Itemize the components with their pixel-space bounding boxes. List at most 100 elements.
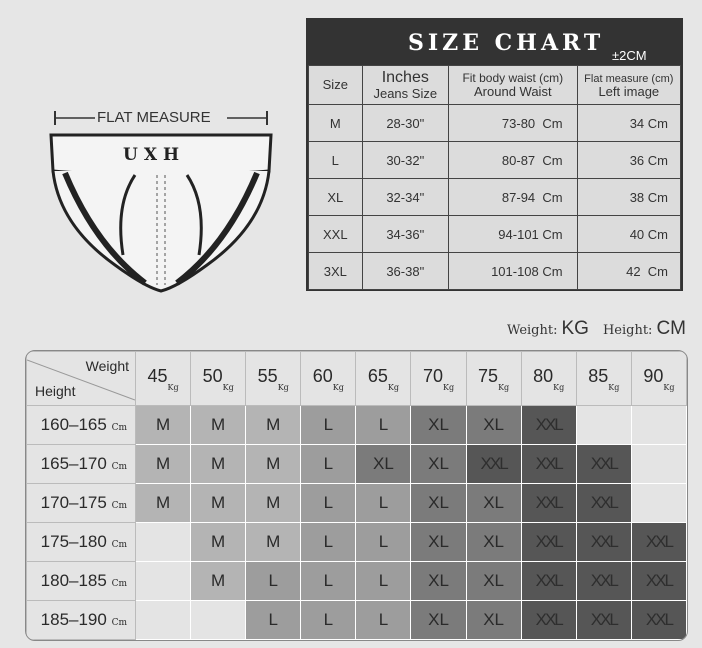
weight-unit: Kg (387, 382, 399, 392)
size-recommendation-cell: XXL (520, 405, 577, 445)
size-recommendation-cell: L (355, 600, 412, 640)
size-chart-row: L 30-32" 80-87 Cm 36 Cm (308, 141, 682, 179)
size-recommendation-cell: XXL (630, 600, 687, 640)
height-value: 160–165 (40, 415, 107, 434)
size-recommendation-cell: L (300, 522, 357, 562)
tolerance-label: ±2CM (612, 48, 647, 63)
size-recommendation-cell: XXL (575, 522, 632, 562)
size-recommendation-cell: M (134, 444, 192, 484)
height-label: 160–165 Cm (26, 405, 136, 445)
weight-value: 80 (533, 365, 554, 386)
size-recommendation-cell: M (190, 561, 247, 601)
size-recommendation-cell: M (190, 483, 247, 523)
height-value: 185–190 (40, 610, 107, 629)
size-chart-header: SIZE CHART ±2CM (308, 20, 681, 65)
waist-cell: 101-108 Cm (447, 252, 578, 290)
size-chart-title: SIZE CHART (408, 30, 605, 56)
size-recommendation-cell (630, 483, 687, 523)
grid-row: 185–190 Cm L L L XL XL XXL XXL XXL (26, 600, 687, 640)
size-recommendation-cell (134, 600, 192, 640)
height-value: 170–175 (40, 493, 107, 512)
size-recommendation-cell: L (355, 561, 412, 601)
size-recommendation-cell: XXL (520, 600, 577, 640)
size-chart-row: M 28-30" 73-80 Cm 34 Cm (308, 104, 682, 142)
size-chart-table: SIZE CHART ±2CM Size Inches Jeans Size Fi… (306, 18, 683, 291)
waist-cell: 87-94 Cm (447, 178, 578, 216)
size-recommendation-cell: XXL (630, 561, 687, 601)
size-recommendation-cell: XXL (575, 444, 632, 484)
flat-measure-label: FLAT MEASURE (97, 109, 211, 126)
height-value: 175–180 (40, 532, 107, 551)
height-unit: Cm (111, 540, 127, 550)
size-recommendation-cell: XL (465, 561, 522, 601)
weight-header: 65Kg (355, 351, 412, 406)
grid-row: 180–185 Cm M L L L XL XL XXL XXL XXL (26, 561, 687, 601)
weight-value: 55 (257, 365, 278, 386)
size-recommendation-cell: XL (410, 483, 467, 523)
size-chart-header-row: Size Inches Jeans Size Fit body waist (cm… (308, 65, 682, 105)
flat-cell: 42 Cm (576, 252, 682, 290)
size-recommendation-cell: XXL (520, 444, 577, 484)
height-unit: Cm (111, 462, 127, 472)
weight-unit: Kg (167, 382, 179, 392)
size-recommendation-cell (630, 405, 687, 445)
size-cell: XXL (308, 215, 363, 253)
grid-header-row: Weight Height 45Kg 50Kg 55Kg 60Kg 65Kg 70Kg 75… (26, 351, 687, 406)
weight-unit: Kg (222, 382, 234, 392)
header-inches: Inches Jeans Size (361, 65, 449, 105)
size-recommendation-cell: L (245, 600, 302, 640)
size-recommendation-cell (190, 600, 247, 640)
size-recommendation-cell: XXL (520, 522, 577, 562)
inches-cell: 28-30" (361, 104, 449, 142)
size-recommendation-cell (575, 405, 632, 445)
size-recommendation-cell: XL (410, 561, 467, 601)
size-recommendation-cell: XL (410, 600, 467, 640)
weight-header: 45Kg (134, 351, 192, 406)
size-recommendation-cell: M (134, 483, 192, 523)
size-recommendation-cell: L (300, 444, 357, 484)
height-unit: Cm (111, 423, 127, 433)
size-recommendation-cell: M (134, 405, 192, 445)
height-unit: Cm (111, 579, 127, 589)
size-recommendation-cell: M (245, 522, 302, 562)
height-label: 175–180 Cm (26, 522, 136, 562)
size-recommendation-cell: L (300, 483, 357, 523)
size-recommendation-cell: L (300, 600, 357, 640)
grid-row: 170–175 Cm M M M L L XL XL XXL XXL (26, 483, 687, 523)
grid-corner: Weight Height (26, 351, 136, 406)
size-cell: L (308, 141, 363, 179)
flat-cell: 38 Cm (576, 178, 682, 216)
size-recommendation-cell: M (190, 405, 247, 445)
weight-unit: Kg (277, 382, 289, 392)
height-label: 180–185 Cm (26, 561, 136, 601)
flat-cell: 40 Cm (576, 215, 682, 253)
weight-unit: Kg (498, 382, 510, 392)
size-recommendation-cell: XL (465, 600, 522, 640)
weight-value: 85 (588, 365, 609, 386)
weight-header: 70Kg (410, 351, 467, 406)
weight-value: 65 (367, 365, 388, 386)
inches-cell: 36-38" (361, 252, 449, 290)
weight-unit: Kg (608, 382, 620, 392)
height-label: 185–190 Cm (26, 600, 136, 640)
weight-value: 45 (147, 365, 168, 386)
size-recommendation-cell: XL (410, 405, 467, 445)
weight-value: 75 (478, 365, 499, 386)
weight-value: 90 (643, 365, 664, 386)
size-recommendation-cell: XL (465, 405, 522, 445)
height-weight-grid: Weight Height 45Kg 50Kg 55Kg 60Kg 65Kg 70Kg 75… (25, 350, 688, 641)
weight-unit: Kg (663, 382, 675, 392)
waist-cell: 73-80 Cm (447, 104, 578, 142)
size-recommendation-cell: L (300, 405, 357, 445)
weight-header: 80Kg (520, 351, 577, 406)
briefs-illustration: FLAT MEASURE UXH (45, 105, 280, 305)
header-flat: Flat measure (cm) Left image (576, 65, 682, 105)
size-recommendation-cell: XXL (575, 483, 632, 523)
flat-cell: 36 Cm (576, 141, 682, 179)
weight-header: 85Kg (575, 351, 632, 406)
size-chart-row: XL 32-34" 87-94 Cm 38 Cm (308, 178, 682, 216)
height-value: 165–170 (40, 454, 107, 473)
size-recommendation-cell: XL (410, 522, 467, 562)
size-recommendation-cell (630, 444, 687, 484)
